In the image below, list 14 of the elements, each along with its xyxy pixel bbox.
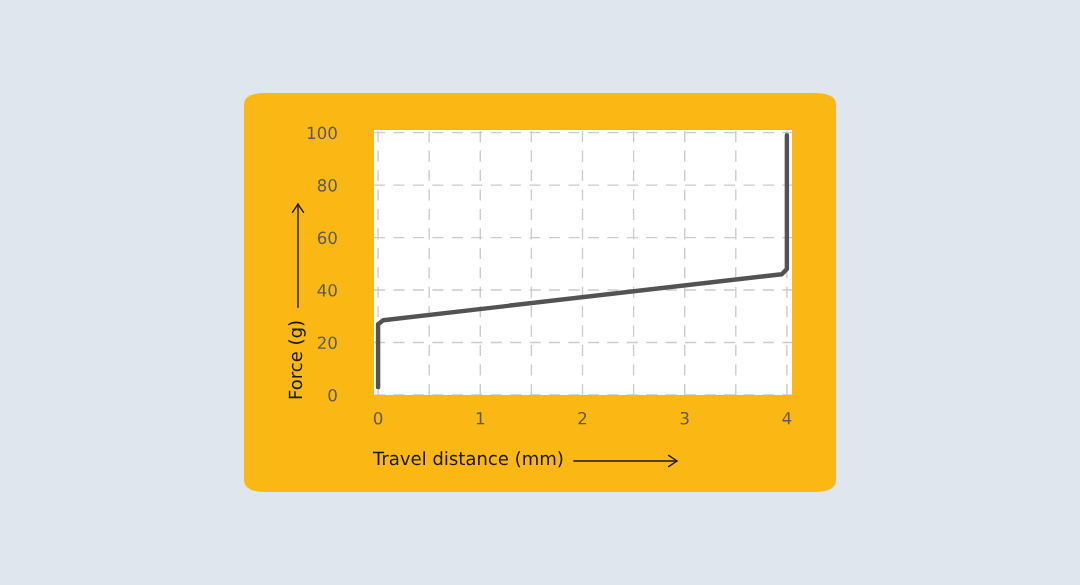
x-tick-label: 1 [476, 412, 485, 425]
x-tick-label: 4 [782, 412, 792, 425]
y-tick-label: 80 [317, 179, 337, 192]
x-tick-label: 2 [578, 411, 587, 425]
y-tick-label: 20 [317, 336, 337, 350]
y-tick-label: 100 [307, 126, 337, 140]
y-axis-title: Force (g) [288, 321, 306, 399]
y-tick-label: 60 [317, 231, 337, 245]
x-tick-label: 3 [680, 411, 689, 425]
x-tick-label: 0 [373, 411, 383, 425]
y-tick-label: 40 [317, 284, 337, 297]
line-series [375, 133, 790, 390]
y-tick-label: 0 [328, 388, 337, 402]
x-axis-title: Travel distance (mm) [372, 451, 563, 468]
